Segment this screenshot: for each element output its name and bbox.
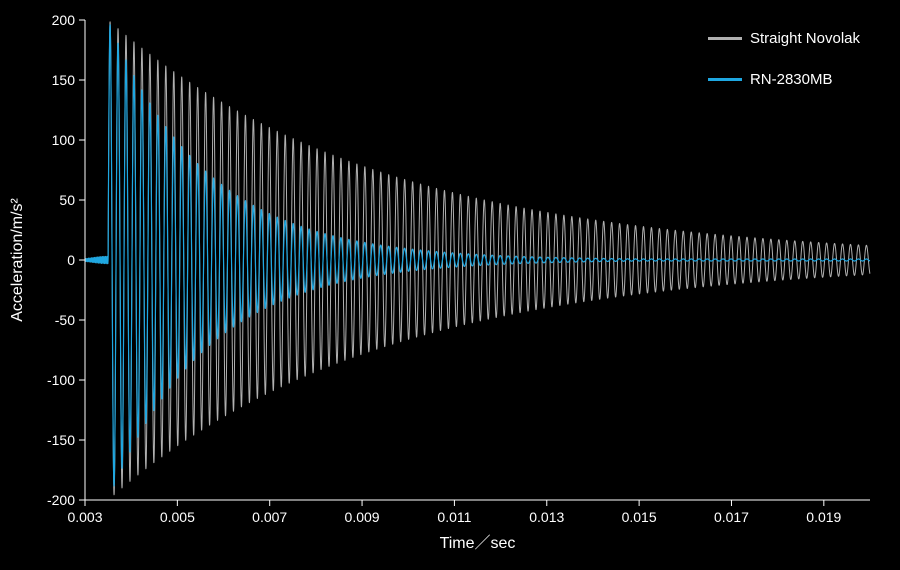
- svg-text:0.013: 0.013: [529, 509, 564, 525]
- legend: Straight Novolak RN-2830MB: [708, 30, 860, 112]
- acceleration-chart: -200 -150 -100 -50 0 50 100 150 200 0.003 0.005 0.0…: [0, 0, 900, 570]
- svg-text:0.009: 0.009: [345, 509, 380, 525]
- svg-text:0.003: 0.003: [67, 509, 102, 525]
- svg-text:0: 0: [67, 252, 75, 268]
- legend-swatch-novolak: [708, 37, 742, 40]
- svg-text:0.011: 0.011: [437, 509, 471, 525]
- svg-text:-150: -150: [47, 432, 75, 448]
- legend-swatch-rn2830mb: [708, 78, 742, 81]
- svg-text:0.005: 0.005: [160, 509, 195, 525]
- svg-text:0.007: 0.007: [252, 509, 287, 525]
- svg-text:Acceleration/m/s²: Acceleration/m/s²: [9, 198, 26, 322]
- svg-text:Time／sec: Time／sec: [440, 535, 516, 552]
- svg-text:150: 150: [52, 72, 76, 88]
- svg-text:100: 100: [52, 132, 76, 148]
- legend-item-novolak: Straight Novolak: [708, 30, 860, 47]
- svg-text:200: 200: [52, 12, 76, 28]
- svg-text:50: 50: [59, 192, 75, 208]
- legend-label-novolak: Straight Novolak: [750, 30, 860, 47]
- svg-text:0.015: 0.015: [622, 509, 657, 525]
- legend-label-rn2830mb: RN-2830MB: [750, 71, 833, 88]
- legend-item-rn2830mb: RN-2830MB: [708, 71, 860, 88]
- svg-text:0.019: 0.019: [806, 509, 841, 525]
- svg-text:-200: -200: [47, 492, 75, 508]
- svg-text:0.017: 0.017: [714, 509, 749, 525]
- svg-text:-50: -50: [55, 312, 75, 328]
- svg-text:-100: -100: [47, 372, 75, 388]
